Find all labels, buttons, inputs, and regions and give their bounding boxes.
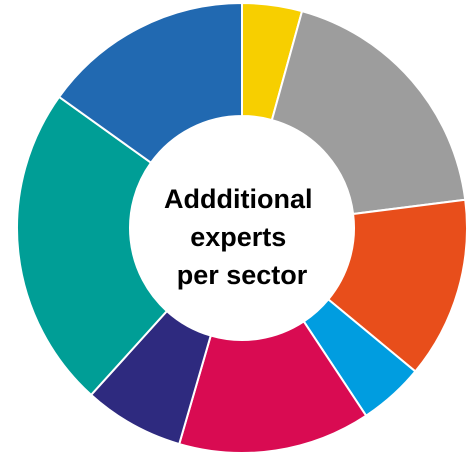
donut-hole [130, 116, 354, 340]
chart-title-line-3: per sector [177, 260, 308, 290]
donut-slices [16, 1, 468, 454]
chart-title-line-1: Addditional [164, 184, 312, 214]
chart-title: Addditional experts per sector [164, 184, 320, 290]
chart-title-line-2: experts [190, 222, 286, 252]
